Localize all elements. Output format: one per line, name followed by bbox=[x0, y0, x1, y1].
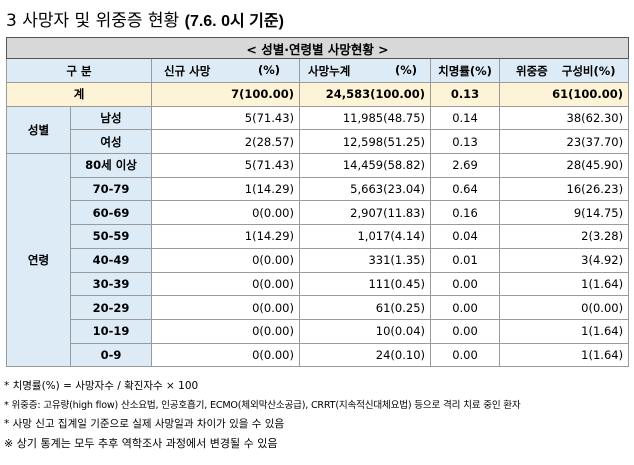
cell-fatality: 0.13 bbox=[430, 129, 500, 155]
row-label: 30-39 bbox=[70, 271, 152, 297]
title-date: (7.6. 0시 기준) bbox=[184, 13, 284, 30]
total-label: 계 bbox=[6, 82, 152, 107]
table-row: 50-59 1(14.29) 1,017(4.14) 0.04 2(3.28) bbox=[7, 224, 630, 249]
footnote: * 치명률(%) = 사망자수 / 확진자수 × 100 bbox=[4, 380, 199, 392]
cell-fatality: 0.01 bbox=[430, 247, 500, 273]
cell-cum: 14,459(58.82) bbox=[299, 153, 431, 178]
cell-fatality: 0.00 bbox=[430, 342, 500, 368]
header-cum-deaths: 사망누계 (%) bbox=[299, 58, 431, 83]
cell-critical: 38(62.30) bbox=[498, 105, 630, 131]
cell-critical: 2(3.28) bbox=[498, 224, 630, 249]
cell-new: 5(71.43) bbox=[151, 153, 300, 178]
cell-cum: 11,985(48.75) bbox=[299, 105, 431, 131]
table-row: 연령 80세 이상 5(71.43) 14,459(58.82) 2.69 28… bbox=[6, 153, 630, 368]
cell-fatality: 0.00 bbox=[430, 271, 500, 297]
cell-new: 0(0.00) bbox=[151, 342, 300, 368]
cell-cum: 10(0.04) bbox=[299, 318, 431, 344]
cell-critical: 16(26.23) bbox=[498, 176, 630, 202]
cell-fatality: 0.16 bbox=[430, 200, 500, 226]
total-new: 7(100.00) bbox=[151, 82, 300, 107]
cell-fatality: 2.69 bbox=[430, 153, 500, 178]
row-label: 60-69 bbox=[70, 200, 152, 226]
cell-new: 0(0.00) bbox=[151, 271, 300, 297]
cell-cum: 331(1.35) bbox=[299, 247, 431, 273]
cell-cum: 2,907(11.83) bbox=[299, 200, 431, 226]
row-label: 70-79 bbox=[70, 176, 152, 202]
table-row: 10-19 0(0.00) 10(0.04) 0.00 1(1.64) bbox=[7, 318, 630, 344]
table-header-row: 구 분 신규 사망 (%) 사망누계 (%) 치명률(%) 위중증 구성비(%) bbox=[6, 58, 630, 83]
cell-new: 1(14.29) bbox=[151, 176, 300, 202]
header-cum-deaths-label: 사망누계 bbox=[308, 63, 351, 78]
table-row: 70-79 1(14.29) 5,663(23.04) 0.64 16(26.2… bbox=[7, 176, 630, 202]
cell-critical: 1(1.64) bbox=[498, 271, 630, 297]
footnote: ※ 상기 통계는 모두 추후 역학조사 과정에서 변경될 수 있음 bbox=[4, 437, 278, 450]
death-status-table: < 성별·연령별 사망현황 > 구 분 신규 사망 (%) 사망누계 (%) 치… bbox=[5, 37, 630, 368]
table-caption: < 성별·연령별 사망현황 > bbox=[5, 37, 630, 59]
total-fatality: 0.13 bbox=[430, 82, 500, 107]
header-new-deaths-unit: (%) bbox=[257, 62, 280, 77]
cell-critical: 23(37.70) bbox=[498, 129, 630, 155]
cell-fatality: 0.04 bbox=[430, 224, 500, 249]
total-critical: 61(100.00) bbox=[498, 82, 630, 107]
row-label: 10-19 bbox=[70, 318, 152, 344]
cell-critical: 9(14.75) bbox=[498, 200, 630, 226]
table-row: 60-69 0(0.00) 2,907(11.83) 0.16 9(14.75) bbox=[7, 200, 630, 226]
header-group: 구 분 bbox=[6, 58, 152, 83]
row-label: 50-59 bbox=[70, 224, 152, 249]
cell-cum: 61(0.25) bbox=[299, 295, 431, 320]
header-critical: 위중증 구성비(%) bbox=[498, 58, 630, 83]
group-age: 연령 bbox=[6, 153, 71, 368]
footnote: * 위중증: 고유량(high flow) 산소요법, 인공호흡기, ECMO(… bbox=[4, 400, 521, 411]
table-row: 40-49 0(0.00) 331(1.35) 0.01 3(4.92) bbox=[7, 247, 630, 273]
header-fatality: 치명률(%) bbox=[430, 58, 500, 83]
footnote: * 사망 신고 집계일 기준으로 실제 사망일과 차이가 있을 수 있음 bbox=[4, 418, 285, 430]
total-row: 계 7(100.00) 24,583(100.00) 0.13 61(100.0… bbox=[6, 82, 630, 107]
footnotes: * 치명률(%) = 사망자수 / 확진자수 × 100 * 위중증: 고유량(… bbox=[4, 377, 521, 453]
cell-new: 5(71.43) bbox=[151, 105, 300, 131]
cell-new: 0(0.00) bbox=[151, 295, 300, 320]
title-main: 3 사망자 및 위중증 현황 bbox=[6, 11, 180, 31]
group-sex: 성별 bbox=[6, 105, 71, 155]
cell-fatality: 0.00 bbox=[430, 295, 500, 320]
cell-critical: 0(0.00) bbox=[498, 295, 630, 320]
header-critical-ratio: 구성비(%) bbox=[561, 63, 616, 78]
table-row: 20-29 0(0.00) 61(0.25) 0.00 0(0.00) bbox=[7, 295, 630, 320]
cell-new: 0(0.00) bbox=[151, 318, 300, 344]
table-row: 여성 2(28.57) 12,598(51.25) 0.13 23(37.70) bbox=[7, 129, 630, 155]
row-label: 여성 bbox=[70, 129, 152, 155]
cell-fatality: 0.14 bbox=[430, 105, 500, 131]
cell-new: 0(0.00) bbox=[151, 247, 300, 273]
page-title: 3 사망자 및 위중증 현황 (7.6. 0시 기준) bbox=[6, 6, 284, 31]
row-label: 40-49 bbox=[70, 247, 152, 273]
cell-critical: 28(45.90) bbox=[498, 153, 630, 178]
header-critical-label: 위중증 bbox=[516, 63, 548, 78]
cell-cum: 1,017(4.14) bbox=[299, 224, 431, 249]
cell-new: 0(0.00) bbox=[151, 200, 300, 226]
table-row: 성별 남성 5(71.43) 11,985(48.75) 0.14 38(62.… bbox=[6, 105, 630, 155]
cell-critical: 3(4.92) bbox=[498, 247, 630, 273]
row-label: 남성 bbox=[70, 105, 152, 131]
cell-critical: 1(1.64) bbox=[498, 318, 630, 344]
cell-cum: 12,598(51.25) bbox=[299, 129, 431, 155]
table-row: 30-39 0(0.00) 111(0.45) 0.00 1(1.64) bbox=[7, 271, 630, 297]
total-cum: 24,583(100.00) bbox=[299, 82, 431, 107]
header-new-deaths-label: 신규 사망 bbox=[164, 63, 211, 78]
cell-cum: 5,663(23.04) bbox=[299, 176, 431, 202]
table-row: 0-9 0(0.00) 24(0.10) 0.00 1(1.64) bbox=[7, 342, 630, 368]
cell-fatality: 0.00 bbox=[430, 318, 500, 344]
cell-cum: 24(0.10) bbox=[299, 342, 431, 368]
cell-new: 1(14.29) bbox=[151, 224, 300, 249]
cell-critical: 1(1.64) bbox=[498, 342, 630, 368]
row-label: 0-9 bbox=[70, 342, 152, 368]
row-label: 20-29 bbox=[70, 295, 152, 320]
cell-new: 2(28.57) bbox=[151, 129, 300, 155]
header-new-deaths: 신규 사망 (%) bbox=[151, 58, 300, 83]
header-cum-deaths-unit: (%) bbox=[394, 62, 417, 77]
row-label: 80세 이상 bbox=[70, 153, 152, 178]
cell-cum: 111(0.45) bbox=[299, 271, 431, 297]
cell-fatality: 0.64 bbox=[430, 176, 500, 202]
